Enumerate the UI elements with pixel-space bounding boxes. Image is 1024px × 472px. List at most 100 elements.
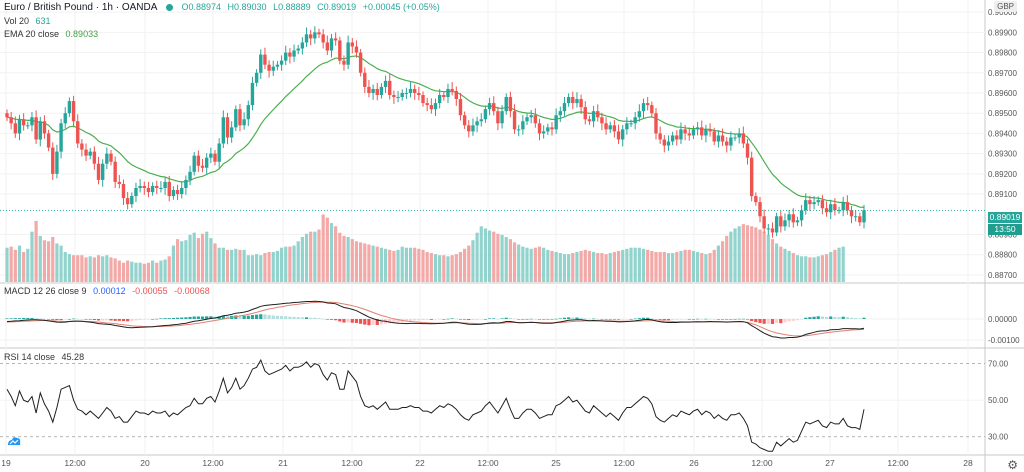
macd-histogram-bar: [13, 318, 17, 319]
volume-bar: [196, 238, 200, 282]
candle-body: [666, 141, 671, 146]
volume-bar: [38, 235, 42, 282]
macd-histogram-bar: [446, 318, 450, 320]
volume-bar: [562, 254, 567, 282]
macd-histogram-bar: [30, 317, 34, 319]
macd-histogram-bar: [575, 317, 579, 319]
candle-body: [121, 183, 126, 199]
candle-body: [529, 115, 533, 118]
ema-legend[interactable]: EMA 20 close 0.89033: [4, 29, 98, 39]
candle-body: [105, 153, 109, 164]
candle-body: [388, 80, 392, 96]
candle-body: [675, 135, 679, 140]
macd-histogram-bar: [163, 318, 167, 319]
volume-legend[interactable]: Vol 20 631: [4, 16, 51, 26]
volume-bar: [238, 249, 242, 282]
macd-histogram-bar: [633, 318, 637, 320]
candle-body: [596, 111, 600, 118]
volume-bar: [300, 237, 304, 282]
volume-bar: [533, 247, 537, 282]
x-tick-label: 12:00: [202, 458, 224, 468]
rsi-legend[interactable]: RSI 14 close 45.28: [4, 352, 84, 362]
candle-body: [487, 103, 492, 110]
macd-histogram-bar: [629, 319, 633, 320]
volume-bar: [799, 256, 804, 282]
macd-histogram-bar: [542, 319, 546, 320]
volume-bar: [675, 252, 679, 282]
volume-bar: [379, 247, 384, 282]
macd-histogram-bar: [508, 317, 512, 319]
macd-histogram-bar: [700, 319, 704, 320]
symbol-title[interactable]: Euro / British Pound · 1h · OANDA: [4, 2, 158, 13]
candle-body: [508, 97, 513, 112]
macd-histogram-bar: [126, 319, 130, 322]
x-tick-label: 19: [1, 458, 11, 468]
macd-histogram-bar: [34, 318, 38, 319]
price-axis-label: 0.89600: [988, 89, 1017, 98]
price-axis-label: 0.89900: [988, 28, 1017, 37]
candle-body: [637, 111, 642, 118]
macd-histogram-bar: [259, 314, 263, 319]
macd-histogram-bar: [741, 318, 745, 320]
currency-label[interactable]: GBP: [994, 1, 1017, 12]
volume-bar: [101, 256, 105, 282]
macd-histogram-bar: [42, 318, 47, 320]
candle-body: [38, 121, 42, 140]
volume-bar: [225, 249, 230, 282]
candle-body: [616, 131, 621, 140]
macd-histogram-bar: [138, 319, 142, 321]
candle-body: [138, 185, 142, 188]
chart-settings-gear-icon[interactable]: ⚙: [1007, 458, 1018, 472]
volume-bar: [421, 249, 425, 282]
macd-histogram-bar: [579, 317, 583, 319]
macd-legend[interactable]: MACD 12 26 close 9 0.00012 -0.00055 -0.0…: [4, 286, 210, 296]
candle-body: [442, 95, 446, 98]
macd-histogram-bar: [51, 319, 55, 320]
macd-line: [6, 300, 865, 339]
volume-bar: [221, 247, 225, 282]
candle-body: [658, 133, 662, 140]
candle-body: [716, 135, 721, 142]
candle-body: [92, 151, 97, 164]
volume-bar: [770, 239, 775, 282]
volume-bar: [84, 257, 88, 282]
candle-body: [425, 103, 429, 106]
bar-countdown-tag: 13:50: [988, 224, 1022, 235]
tradingview-logo-icon[interactable]: [6, 435, 22, 447]
x-tick-label: 28: [963, 458, 973, 468]
macd-histogram-bar: [845, 317, 849, 319]
macd-histogram-bar: [467, 319, 471, 321]
macd-histogram-bar: [146, 319, 151, 320]
candle-body: [271, 66, 275, 71]
volume-bar: [512, 242, 517, 282]
candle-body: [200, 165, 205, 168]
volume-bar: [679, 250, 683, 282]
volume-bar: [829, 252, 833, 282]
volume-bar: [200, 233, 205, 282]
candle-body: [720, 135, 725, 142]
candle-body: [625, 123, 629, 130]
macd-histogram-bar: [155, 318, 159, 320]
volume-bar: [417, 248, 421, 282]
candle-body: [250, 82, 255, 106]
x-tick-label: 21: [278, 458, 288, 468]
macd-histogram-bar: [616, 319, 621, 320]
volume-bar: [745, 225, 750, 282]
volume-bar: [517, 244, 521, 282]
x-tick-label: 27: [825, 458, 835, 468]
macd-histogram-bar: [737, 318, 741, 320]
macd-histogram-bar: [558, 318, 562, 319]
volume-bar: [171, 245, 176, 282]
candle-body: [392, 95, 396, 98]
volume-bar: [142, 263, 146, 282]
price-axis-label: 0.89400: [988, 129, 1017, 138]
candle-body: [159, 187, 163, 189]
candle-body: [163, 181, 167, 188]
macd-histogram-bar: [533, 319, 537, 320]
macd-histogram-bar: [612, 319, 616, 320]
macd-histogram-bar: [379, 319, 384, 325]
candle-body: [150, 185, 155, 193]
candle-body: [213, 153, 217, 162]
volume-bar: [729, 231, 733, 282]
